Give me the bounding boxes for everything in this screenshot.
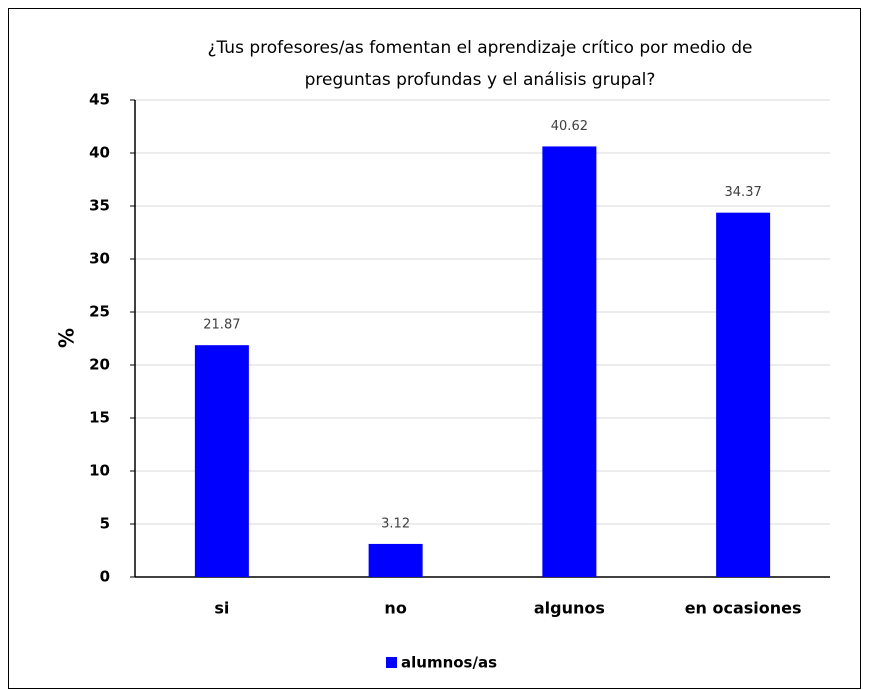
y-tick-label: 35 <box>89 197 110 215</box>
y-tick-label: 0 <box>100 568 110 586</box>
y-tick-label: 30 <box>89 250 110 268</box>
x-tick-label: algunos <box>534 599 605 618</box>
x-tick-label: no <box>384 599 406 618</box>
y-tick-label: 45 <box>89 91 110 109</box>
data-label: 40.62 <box>551 119 588 134</box>
y-axis-label: % <box>55 328 79 348</box>
bar <box>542 146 597 578</box>
bar <box>194 345 249 577</box>
bar <box>368 543 423 577</box>
chart-title: ¿Tus profesores/as fomentan el aprendiza… <box>207 38 752 58</box>
x-tick-label: en ocasiones <box>685 599 802 618</box>
data-label: 34.37 <box>725 185 762 200</box>
y-tick-label: 20 <box>89 356 110 374</box>
y-tick-label: 5 <box>100 515 110 533</box>
y-tick-label: 10 <box>89 462 110 480</box>
chart-title: preguntas profundas y el análisis grupal… <box>305 70 656 90</box>
legend-label: alumnos/as <box>401 654 497 672</box>
x-tick-label: si <box>214 599 229 618</box>
y-tick-label: 15 <box>89 409 110 427</box>
y-tick-label: 25 <box>89 303 110 321</box>
data-label: 21.87 <box>203 318 240 333</box>
bar <box>716 212 771 578</box>
data-label: 3.12 <box>381 516 410 531</box>
y-tick-label: 40 <box>89 144 110 162</box>
legend-swatch <box>386 657 397 668</box>
